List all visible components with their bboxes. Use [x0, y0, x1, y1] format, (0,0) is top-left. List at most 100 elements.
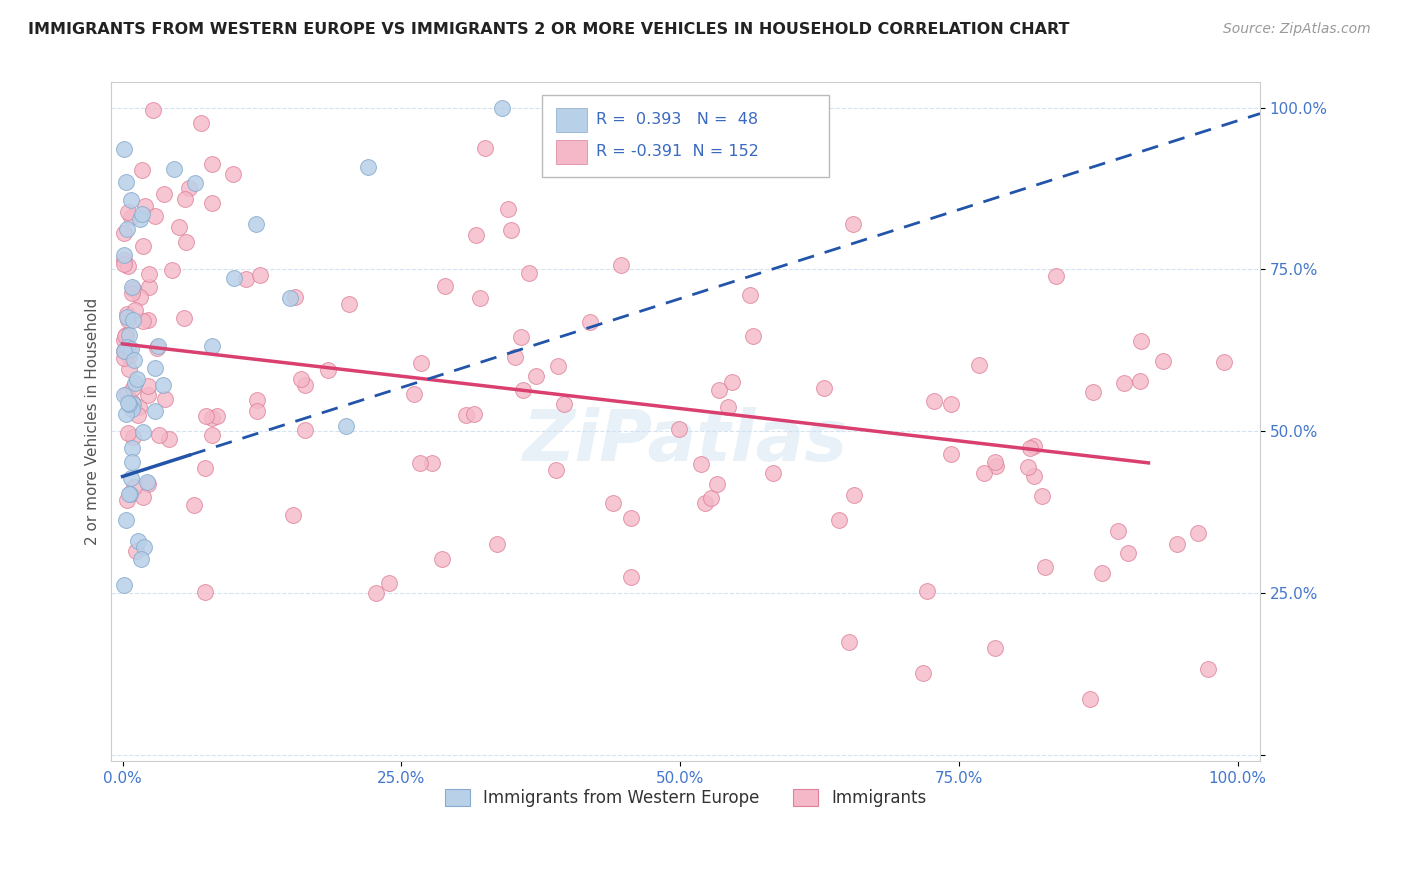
Point [1081, 385, 1104, 400]
Point [118, 397, 141, 411]
Point [152, 378, 174, 392]
Point [121, 441, 143, 455]
Point [120, 194, 142, 208]
Point [547, 359, 569, 373]
Point [284, 290, 307, 304]
Point [762, 467, 785, 481]
Point [491, 101, 513, 115]
Point [813, 381, 835, 395]
Point [124, 376, 146, 391]
Point [337, 296, 360, 310]
Point [112, 142, 135, 156]
Point [1129, 334, 1152, 349]
Point [454, 408, 477, 422]
Point [124, 544, 146, 558]
Point [142, 103, 165, 117]
Point [136, 379, 159, 393]
Text: R = -0.391  N = 152: R = -0.391 N = 152 [596, 145, 759, 160]
Point [721, 376, 744, 390]
Text: Source: ZipAtlas.com: Source: ZipAtlas.com [1223, 22, 1371, 37]
Point [167, 220, 190, 235]
Point [201, 157, 224, 171]
Point [941, 397, 963, 411]
Point [118, 487, 141, 501]
Point [201, 339, 224, 353]
Point [174, 192, 197, 206]
Point [235, 272, 257, 286]
Point [1107, 524, 1129, 538]
Point [290, 372, 312, 386]
Point [183, 498, 205, 512]
Point [1197, 662, 1219, 676]
Point [136, 313, 159, 327]
Point [838, 634, 860, 648]
Point [984, 455, 1007, 469]
Point [148, 339, 170, 353]
Point [117, 493, 139, 508]
Point [316, 363, 339, 377]
Point [122, 480, 145, 494]
Point [127, 409, 149, 423]
Point [620, 570, 643, 584]
Point [124, 302, 146, 317]
Point [1090, 566, 1112, 580]
Point [201, 196, 224, 211]
Point [827, 513, 849, 527]
Point [364, 586, 387, 600]
Point [246, 392, 269, 407]
FancyBboxPatch shape [555, 109, 586, 132]
Point [486, 537, 509, 551]
Legend: Immigrants from Western Europe, Immigrants: Immigrants from Western Europe, Immigran… [439, 782, 934, 814]
Point [128, 400, 150, 414]
Point [131, 207, 153, 221]
Point [136, 477, 159, 491]
Point [128, 212, 150, 227]
Point [121, 381, 143, 395]
Point [693, 496, 716, 510]
Point [524, 369, 547, 384]
Point [602, 495, 624, 509]
Point [190, 116, 212, 130]
Point [117, 396, 139, 410]
Point [115, 310, 138, 325]
Point [1187, 525, 1209, 540]
Point [114, 343, 136, 358]
Point [841, 217, 863, 231]
Point [122, 430, 145, 444]
Point [115, 328, 138, 343]
Point [195, 409, 218, 423]
Point [517, 267, 540, 281]
Point [179, 181, 201, 195]
Point [121, 401, 143, 416]
Point [939, 447, 962, 461]
Point [157, 432, 180, 446]
Point [668, 422, 690, 436]
Y-axis label: 2 or more Vehicles in Household: 2 or more Vehicles in Household [86, 298, 100, 545]
Point [138, 268, 160, 282]
Point [132, 238, 155, 252]
Point [121, 279, 143, 293]
Point [115, 307, 138, 321]
Point [136, 387, 159, 401]
Point [194, 460, 217, 475]
Point [1212, 355, 1234, 369]
Point [432, 552, 454, 566]
Point [1018, 442, 1040, 456]
Point [120, 487, 142, 501]
Point [579, 315, 602, 329]
Point [134, 199, 156, 213]
Point [1017, 460, 1039, 475]
Point [222, 271, 245, 285]
Point [112, 344, 135, 359]
Point [112, 333, 135, 347]
Point [146, 341, 169, 355]
FancyBboxPatch shape [543, 95, 830, 177]
Point [709, 383, 731, 397]
Point [465, 228, 488, 243]
Point [922, 394, 945, 409]
Text: R =  0.393   N =  48: R = 0.393 N = 48 [596, 112, 758, 128]
Point [194, 584, 217, 599]
Point [986, 459, 1008, 474]
Point [122, 352, 145, 367]
FancyBboxPatch shape [555, 140, 586, 164]
